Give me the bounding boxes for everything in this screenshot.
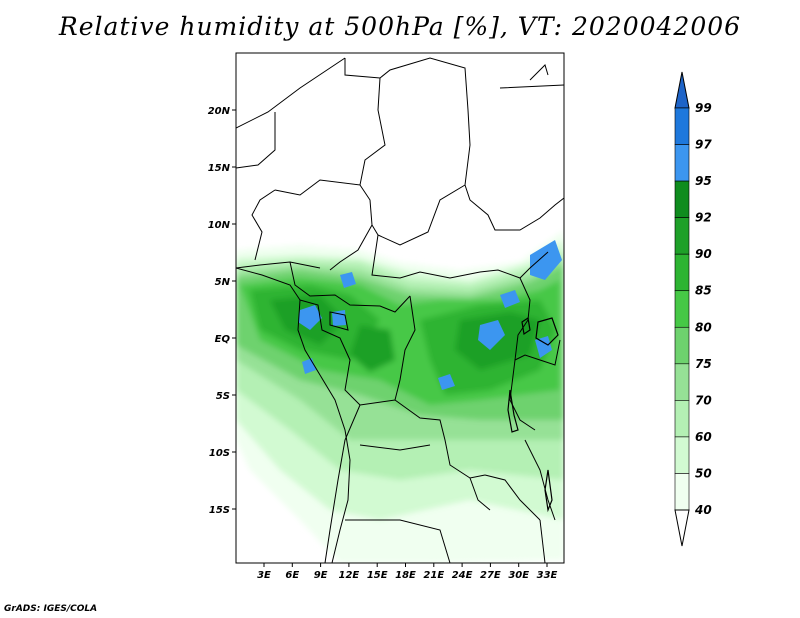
lat-label: 10S: [209, 448, 230, 459]
colorbar-segment: [674, 144, 690, 182]
colorbar-segment: [674, 217, 690, 255]
colorbar-segment: [674, 107, 690, 145]
rh-95-patch-7: [535, 336, 552, 358]
lat-label: 15S: [209, 505, 230, 516]
lon-label: 9E: [314, 570, 328, 581]
humidity-field: [236, 230, 564, 563]
colorbar-segment: [674, 363, 690, 401]
colorbar-label: 85: [695, 284, 712, 298]
lon-label: 18E: [395, 570, 416, 581]
longitude-axis: 3E 6E 9E 12E 15E 18E 21E 24E 27E 30E 33E: [257, 563, 558, 581]
country-borders: [236, 57, 564, 563]
colorbar-label: 80: [695, 320, 712, 334]
colorbar-label: 60: [695, 430, 712, 444]
lon-label: 3E: [257, 570, 271, 581]
lon-label: 12E: [339, 570, 360, 581]
colorbar-label: 95: [695, 174, 712, 188]
rh-95-patch-6: [478, 320, 505, 350]
colorbar-segment: [674, 290, 690, 328]
colorbar-label: 99: [695, 101, 712, 115]
lon-label: 6E: [285, 570, 299, 581]
rh-90-region-central: [350, 325, 395, 372]
lon-label: 27E: [480, 570, 501, 581]
grads-credit: GrADS: IGES/COLA: [4, 604, 98, 614]
lon-label: 30E: [508, 570, 529, 581]
lat-label: 20N: [208, 106, 231, 117]
colorbar-segment: [674, 326, 690, 365]
rh-95-patch-4: [500, 290, 520, 308]
colorbar-segment: [674, 180, 690, 218]
colorbar-segment: [674, 400, 690, 438]
lake-victoria: [535, 317, 559, 346]
colorbar-segment: [674, 436, 690, 474]
lon-label: 33E: [537, 570, 558, 581]
map-title: Relative humidity at 500hPa [%], VT: 202…: [58, 12, 742, 41]
lon-label: 24E: [452, 570, 473, 581]
colorbar-label: 40: [694, 503, 712, 517]
lon-label: 15E: [367, 570, 388, 581]
rh-95-patch-5: [530, 240, 562, 280]
rh-95-patch-1: [298, 305, 322, 330]
lon-label: 21E: [423, 570, 444, 581]
lake-malawi: [544, 469, 553, 513]
rh-95-patch-3: [340, 272, 356, 288]
map-frame: [235, 52, 565, 564]
lat-label: EQ: [215, 334, 231, 345]
lat-label: 5S: [216, 391, 230, 402]
colorbar-label: 90: [695, 247, 712, 261]
lat-label: 5N: [215, 277, 231, 288]
lake-tanganyika: [507, 389, 519, 433]
lat-label: 15N: [208, 163, 231, 174]
latitude-axis: 20N 15N 10N 5N EQ 5S 10S 15S: [208, 106, 236, 516]
rh-95-patch-8: [438, 374, 455, 390]
colorbar-bottom-arrow: [674, 509, 690, 547]
colorbar-segment: [674, 253, 690, 292]
west-coastline: [236, 267, 351, 563]
colorbar-label: 92: [695, 211, 712, 225]
colorbar-label: 50: [695, 466, 712, 480]
lake-albert: [521, 316, 531, 336]
colorbar-top-arrow: [674, 71, 690, 109]
colorbar-label: 75: [695, 357, 712, 371]
colorbar-label: 70: [695, 393, 712, 407]
red-sea-coast: [499, 64, 564, 89]
colorbar: 99 97 95 92 90 85 80 75 70 60 50 40: [674, 71, 712, 547]
colorbar-segment: [674, 473, 690, 511]
lakes: [507, 316, 559, 513]
lat-label: 10N: [208, 220, 231, 231]
colorbar-label: 97: [695, 138, 712, 152]
